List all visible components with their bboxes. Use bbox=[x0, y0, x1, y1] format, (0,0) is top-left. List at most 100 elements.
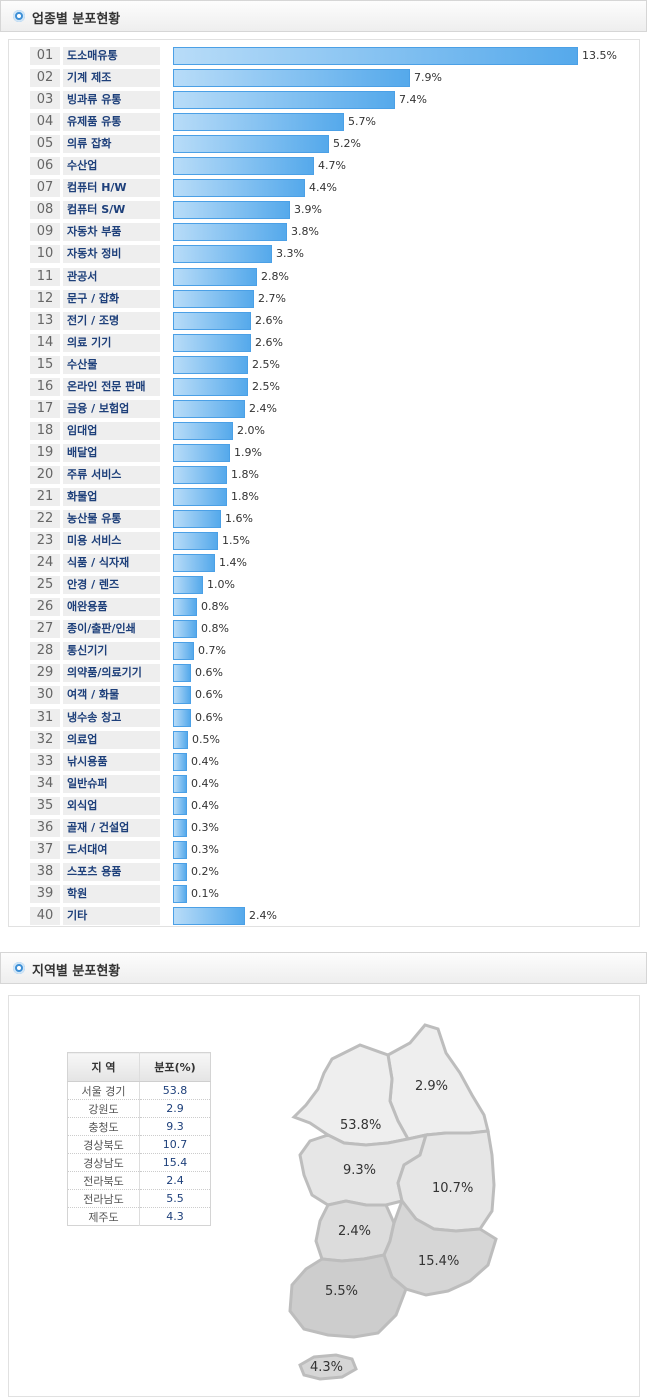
industry-row: 35 외식업 0.4% bbox=[30, 796, 630, 815]
row-rank: 06 bbox=[30, 157, 60, 176]
row-category-label: 의료업 bbox=[63, 730, 160, 749]
industry-row: 39 학원 0.1% bbox=[30, 884, 630, 903]
industry-row: 14 의료 기기 2.6% bbox=[30, 333, 630, 352]
row-rank: 29 bbox=[30, 664, 60, 683]
row-category-label: 여객 / 화물 bbox=[63, 686, 160, 705]
row-category-label: 임대업 bbox=[63, 421, 160, 440]
bar bbox=[173, 840, 187, 859]
industry-row: 01 도소매유통 13.5% bbox=[30, 47, 630, 65]
bar bbox=[173, 598, 197, 617]
bar-value-label: 13.5% bbox=[582, 49, 617, 62]
bar-value-label: 1.8% bbox=[231, 490, 259, 503]
row-rank: 19 bbox=[30, 443, 60, 462]
region-share-cell: 10.7 bbox=[139, 1135, 211, 1154]
row-rank: 07 bbox=[30, 179, 60, 198]
bar bbox=[173, 135, 329, 154]
bar-value-label: 0.4% bbox=[191, 776, 219, 790]
industry-row: 13 전기 / 조명 2.6% bbox=[30, 311, 630, 330]
table-row: 경상북도 10.7 bbox=[67, 1135, 211, 1154]
row-category-label: 일반슈퍼 bbox=[63, 774, 160, 793]
bar-value-label: 2.6% bbox=[255, 313, 283, 327]
bar-value-label: 0.2% bbox=[191, 864, 219, 878]
industry-row: 10 자동차 정비 3.3% bbox=[30, 245, 630, 264]
bar bbox=[173, 708, 191, 727]
bar-value-label: 4.4% bbox=[309, 181, 337, 195]
industry-row: 28 통신기기 0.7% bbox=[30, 642, 630, 661]
row-rank: 28 bbox=[30, 642, 60, 661]
map-label-gyeongnam: 15.4% bbox=[418, 1254, 459, 1269]
row-category-label: 자동차 부품 bbox=[63, 223, 160, 242]
table-row: 서울 경기 53.8 bbox=[67, 1081, 211, 1100]
bar bbox=[173, 267, 257, 286]
bar-value-label: 0.6% bbox=[195, 710, 223, 724]
row-rank: 32 bbox=[30, 730, 60, 749]
map-label-jeonbuk: 2.4% bbox=[338, 1224, 371, 1239]
bar-value-label: 0.7% bbox=[198, 644, 226, 658]
row-category-label: 관공서 bbox=[63, 267, 160, 286]
map-region-jeju bbox=[298, 1353, 358, 1381]
row-rank: 11 bbox=[30, 267, 60, 286]
bar bbox=[173, 311, 251, 330]
industry-row: 07 컴퓨터 H/W 4.4% bbox=[30, 179, 630, 198]
row-category-label: 도소매유통 bbox=[63, 47, 160, 65]
bar bbox=[173, 443, 230, 462]
row-rank: 37 bbox=[30, 840, 60, 859]
region-share-cell: 2.4 bbox=[139, 1171, 211, 1190]
korea-region-map: 53.8% 2.9% 9.3% 10.7% 2.4% 15.4% 5.5% 4.… bbox=[288, 1023, 498, 1381]
bar-value-label: 3.8% bbox=[291, 225, 319, 239]
row-category-label: 문구 / 잡화 bbox=[63, 289, 160, 308]
industry-row: 27 종이/출판/인쇄 0.8% bbox=[30, 620, 630, 639]
bar bbox=[173, 289, 254, 308]
row-rank: 24 bbox=[30, 554, 60, 573]
row-category-label: 주류 서비스 bbox=[63, 465, 160, 484]
bar-value-label: 1.5% bbox=[222, 534, 250, 548]
industry-row: 17 금융 / 보험업 2.4% bbox=[30, 399, 630, 418]
bar-value-label: 2.7% bbox=[258, 291, 286, 305]
industry-row: 30 여객 / 화물 0.6% bbox=[30, 686, 630, 705]
industry-row: 26 애완용품 0.8% bbox=[30, 598, 630, 617]
region-section-header: 지역별 분포현황 bbox=[0, 952, 647, 984]
row-rank: 33 bbox=[30, 752, 60, 771]
region-name-cell: 경상북도 bbox=[67, 1135, 141, 1154]
row-rank: 31 bbox=[30, 708, 60, 727]
row-category-label: 금융 / 보험업 bbox=[63, 399, 160, 418]
region-share-cell: 53.8 bbox=[139, 1081, 211, 1100]
region-share-cell: 4.3 bbox=[139, 1207, 211, 1226]
row-rank: 08 bbox=[30, 201, 60, 220]
bar bbox=[173, 884, 187, 903]
row-category-label: 의료 기기 bbox=[63, 333, 160, 352]
industry-row: 23 미용 서비스 1.5% bbox=[30, 532, 630, 551]
bar-value-label: 2.4% bbox=[249, 908, 277, 922]
industry-section-header: 업종별 분포현황 bbox=[0, 0, 647, 32]
row-category-label: 수산물 bbox=[63, 355, 160, 374]
row-rank: 23 bbox=[30, 532, 60, 551]
bar-value-label: 1.9% bbox=[234, 445, 262, 459]
table-row: 제주도 4.3 bbox=[67, 1207, 211, 1226]
table-row: 경상남도 15.4 bbox=[67, 1153, 211, 1172]
industry-row: 32 의료업 0.5% bbox=[30, 730, 630, 749]
row-category-label: 수산업 bbox=[63, 157, 160, 176]
bar-value-label: 1.4% bbox=[219, 556, 247, 570]
bar-value-label: 3.9% bbox=[294, 203, 322, 217]
region-share-cell: 9.3 bbox=[139, 1117, 211, 1136]
bar-value-label: 1.0% bbox=[207, 578, 235, 592]
industry-row: 31 냉수송 창고 0.6% bbox=[30, 708, 630, 727]
industry-row: 05 의류 잡화 5.2% bbox=[30, 135, 630, 154]
row-rank: 04 bbox=[30, 113, 60, 132]
row-rank: 34 bbox=[30, 774, 60, 793]
row-category-label: 배달업 bbox=[63, 443, 160, 462]
bar bbox=[173, 532, 218, 551]
industry-row: 25 안경 / 렌즈 1.0% bbox=[30, 576, 630, 595]
region-table: 지 역 분포(%) 서울 경기 53.8 강원도 2.9 충청도 9.3 경상북도 10.7 경… bbox=[67, 1052, 211, 1226]
industry-row: 11 관공서 2.8% bbox=[30, 267, 630, 286]
region-share-cell: 5.5 bbox=[139, 1189, 211, 1208]
row-category-label: 안경 / 렌즈 bbox=[63, 576, 160, 595]
row-category-label: 컴퓨터 S/W bbox=[63, 201, 160, 220]
row-category-label: 식품 / 식자재 bbox=[63, 554, 160, 573]
row-category-label: 의약품/의료기기 bbox=[63, 664, 160, 683]
row-category-label: 통신기기 bbox=[63, 642, 160, 661]
industry-row: 04 유제품 유통 5.7% bbox=[30, 113, 630, 132]
row-category-label: 스포츠 용품 bbox=[63, 862, 160, 881]
bar bbox=[173, 47, 578, 65]
industry-row: 03 빙과류 유통 7.4% bbox=[30, 91, 630, 110]
